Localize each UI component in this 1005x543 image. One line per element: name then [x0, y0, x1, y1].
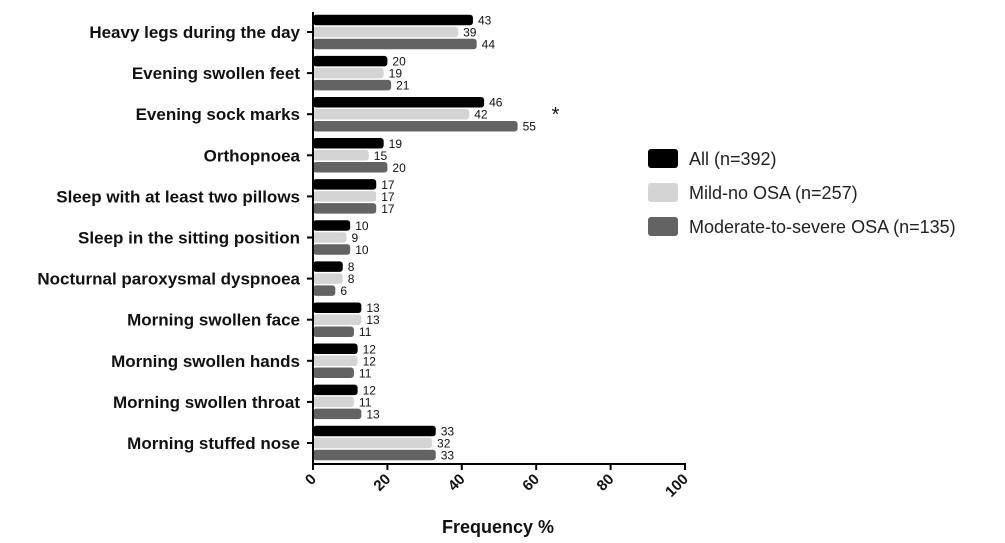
data-label: 20: [392, 161, 406, 175]
bar-heavy-legs-during-the-day-series-3: [313, 38, 477, 50]
bar-sleep-with-at-least-two-pillows-series-3: [313, 203, 377, 214]
bar-nocturnal-paroxysmal-dyspnoea-series-1: [313, 261, 343, 272]
data-label: 12: [363, 354, 377, 368]
bar-morning-swollen-face-series-1: [313, 302, 362, 313]
bar-evening-swollen-feet-series-1: [313, 55, 388, 67]
bar-morning-swollen-hands-series-2: [313, 355, 358, 367]
x-tick-label: 20: [370, 471, 394, 495]
legend-swatch: [648, 217, 678, 236]
category-label-heavy-legs-during-the-day: Heavy legs during the day: [89, 23, 300, 42]
legend-label: All (n=392): [689, 149, 777, 169]
data-label: 21: [396, 79, 410, 93]
data-label: 8: [348, 260, 355, 274]
bar-sleep-with-at-least-two-pillows-series-1: [313, 179, 377, 190]
category-label-morning-swollen-face: Morning swollen face: [127, 311, 300, 330]
data-label: 12: [363, 383, 377, 397]
data-label: 17: [381, 190, 395, 204]
category-label-morning-swollen-throat: Morning swollen throat: [113, 393, 300, 412]
data-label: 44: [482, 38, 496, 52]
data-label: 33: [441, 425, 455, 439]
data-label: 39: [463, 26, 477, 40]
significance-star: *: [552, 104, 560, 126]
bar-sleep-in-the-sitting-position-series-3: [313, 244, 351, 255]
bar-evening-sock-marks-series-2: [313, 108, 470, 120]
category-label-evening-swollen-feet: Evening swollen feet: [132, 64, 300, 83]
data-label: 33: [441, 449, 455, 463]
bar-morning-swollen-throat-series-1: [313, 384, 358, 396]
data-label: 11: [359, 325, 372, 339]
data-label: 9: [351, 231, 358, 245]
x-tick-label: 100: [662, 471, 692, 501]
bar-evening-swollen-feet-series-2: [313, 67, 384, 79]
x-tick-label: 80: [594, 471, 618, 495]
category-label-nocturnal-paroxysmal-dyspnoea: Nocturnal paroxysmal dyspnoea: [37, 270, 300, 289]
data-label: 55: [523, 120, 537, 134]
x-tick-label: 0: [302, 471, 320, 489]
data-label: 19: [389, 67, 403, 81]
data-label: 19: [389, 137, 403, 151]
bar-evening-sock-marks-series-1: [313, 96, 485, 108]
bar-morning-stuffed-nose-series-2: [313, 437, 433, 449]
bar-morning-stuffed-nose-series-3: [313, 449, 436, 461]
bar-orthopnoea-series-3: [313, 162, 388, 173]
category-label-morning-stuffed-nose: Morning stuffed nose: [127, 434, 300, 453]
data-label: 10: [355, 243, 369, 257]
x-axis-title: Frequency %: [442, 517, 554, 537]
data-label: 46: [489, 96, 503, 110]
bar-morning-swollen-hands-series-3: [313, 367, 354, 379]
bar-sleep-in-the-sitting-position-series-1: [313, 220, 351, 231]
bar-heavy-legs-during-the-day-series-2: [313, 26, 459, 38]
bar-morning-stuffed-nose-series-1: [313, 425, 436, 437]
data-label: 13: [366, 301, 380, 315]
category-label-sleep-with-at-least-two-pillows: Sleep with at least two pillows: [56, 187, 300, 206]
legend-label: Moderate-to-severe OSA (n=135): [689, 217, 956, 237]
data-label: 32: [437, 437, 451, 451]
category-label-morning-swollen-hands: Morning swollen hands: [111, 352, 300, 371]
legend-swatch: [648, 183, 678, 202]
data-label: 13: [366, 313, 380, 327]
legend: All (n=392) Mild-no OSA (n=257) Moderate-t…: [648, 149, 956, 237]
bar-heavy-legs-during-the-day-series-1: [313, 14, 473, 26]
data-label: 6: [340, 284, 347, 298]
x-tick-label: 40: [445, 471, 469, 495]
data-label: 10: [355, 219, 369, 233]
legend-label: Mild-no OSA (n=257): [689, 183, 858, 203]
data-label: 42: [474, 108, 488, 122]
bar-sleep-in-the-sitting-position-series-2: [313, 232, 347, 243]
bar-morning-swollen-throat-series-2: [313, 396, 354, 408]
bar-morning-swollen-hands-series-1: [313, 343, 358, 355]
bar-morning-swollen-face-series-2: [313, 314, 362, 325]
data-label: 8: [348, 272, 355, 286]
data-label: 17: [381, 202, 395, 216]
bar-sleep-with-at-least-two-pillows-series-2: [313, 191, 377, 202]
bar-morning-swollen-throat-series-3: [313, 408, 362, 420]
bar-orthopnoea-series-2: [313, 150, 369, 161]
bar-evening-sock-marks-series-3: [313, 120, 518, 132]
x-tick-label: 60: [519, 471, 543, 495]
data-label: 11: [359, 395, 372, 409]
data-label: 17: [381, 178, 395, 192]
category-label-sleep-in-the-sitting-position: Sleep in the sitting position: [78, 229, 300, 248]
bar-nocturnal-paroxysmal-dyspnoea-series-2: [313, 273, 343, 284]
data-label: 13: [366, 407, 380, 421]
data-label: 11: [359, 366, 372, 380]
legend-swatch: [648, 149, 678, 168]
data-label: 15: [374, 149, 388, 163]
bar-morning-swollen-face-series-3: [313, 326, 354, 337]
category-labels: Heavy legs during the day Evening swollen…: [37, 23, 300, 453]
bar-nocturnal-paroxysmal-dyspnoea-series-3: [313, 285, 336, 296]
category-label-orthopnoea: Orthopnoea: [204, 146, 301, 165]
data-label: 12: [363, 342, 377, 356]
category-label-evening-sock-marks: Evening sock marks: [136, 105, 300, 124]
data-label: 20: [392, 55, 406, 69]
bar-evening-swollen-feet-series-3: [313, 79, 392, 91]
data-label: 43: [478, 14, 492, 28]
bar-orthopnoea-series-1: [313, 138, 384, 149]
bars: 4339442019214642551915201717171091088613…: [313, 14, 560, 463]
